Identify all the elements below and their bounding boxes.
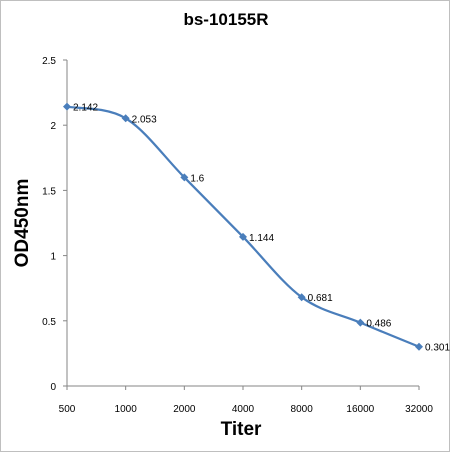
data-label: 1.144 bbox=[249, 233, 274, 244]
data-label: 2.142 bbox=[73, 103, 98, 114]
data-point-marker bbox=[239, 232, 247, 241]
x-tick-label: 1000 bbox=[115, 404, 138, 415]
y-tick-label: 0 bbox=[50, 382, 56, 393]
x-tick-label: 8000 bbox=[291, 404, 314, 415]
axes bbox=[63, 59, 420, 390]
data-point-marker bbox=[180, 173, 189, 182]
y-tick-label: 2.5 bbox=[42, 56, 56, 67]
y-tick-label: 1.5 bbox=[42, 186, 56, 197]
data-label: 0.681 bbox=[308, 293, 333, 304]
chart-title: bs-10155R bbox=[183, 10, 268, 29]
y-tick-labels: 0 0.5 1 1.5 2 2.5 bbox=[42, 56, 56, 393]
y-tick-label: 0.5 bbox=[42, 317, 56, 328]
data-point-marker bbox=[415, 342, 423, 351]
y-tick-label: 2 bbox=[50, 121, 56, 132]
data-label: 2.053 bbox=[132, 114, 157, 125]
x-tick-label: 500 bbox=[59, 404, 76, 415]
series-group bbox=[66, 105, 420, 348]
x-tick-label: 4000 bbox=[232, 404, 255, 415]
x-tick-label: 16000 bbox=[346, 404, 374, 415]
series-line bbox=[66, 105, 420, 348]
data-point-marker bbox=[121, 114, 130, 123]
data-point-marker bbox=[63, 102, 71, 111]
data-point-marker bbox=[356, 318, 365, 327]
data-label: 0.301 bbox=[425, 343, 450, 354]
x-axis-title: Titer bbox=[221, 419, 262, 440]
x-tick-label: 32000 bbox=[405, 404, 433, 415]
y-tick-label: 1 bbox=[50, 252, 56, 263]
data-label: 1.6 bbox=[190, 173, 204, 184]
markers-group bbox=[63, 102, 423, 351]
data-labels-group: 2.142 2.053 1.6 1.144 0.681 0.486 0.301 bbox=[73, 103, 450, 354]
data-label: 0.486 bbox=[366, 319, 391, 330]
x-tick-labels: 500 1000 2000 4000 8000 16000 32000 bbox=[59, 404, 434, 415]
y-axis-title: OD450nm bbox=[12, 179, 33, 268]
x-tick-label: 2000 bbox=[173, 404, 196, 415]
data-point-marker bbox=[297, 293, 306, 302]
